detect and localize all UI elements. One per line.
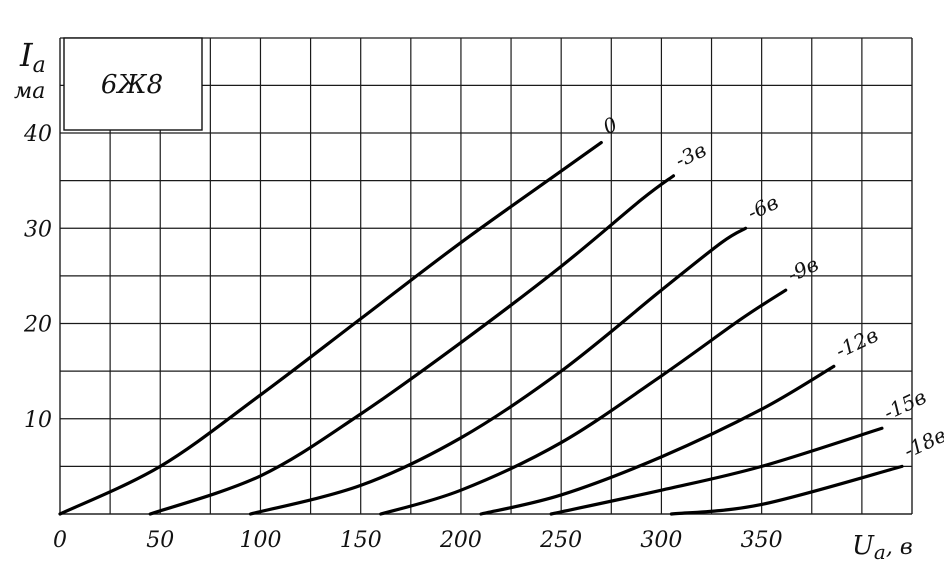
tick-labels: 0 50 100 150 200 250 300 350 10 20 30 40: [23, 122, 783, 553]
chart-title: 6Ж8: [101, 70, 163, 100]
y-axis-symbol: I: [19, 36, 34, 74]
x-axis-unit: , в: [886, 535, 913, 560]
curve-label-2: -3в: [671, 137, 709, 172]
y-axis-title: Ia ма: [14, 36, 46, 104]
y-tick-label: 20: [23, 313, 52, 338]
curves: [58, 140, 904, 516]
x-axis-title: Ua, в: [852, 531, 913, 564]
x-tick-label: 350: [741, 528, 783, 553]
x-axis-symbol: U: [852, 531, 875, 561]
curve-2: [148, 174, 676, 516]
curve-3: [248, 226, 748, 516]
y-tick-label: 10: [24, 408, 52, 433]
y-axis-subscript: a: [33, 53, 46, 78]
x-tick-label: 200: [439, 528, 482, 553]
curve-5: [479, 364, 836, 516]
svg-text:Ua, в: Ua, в: [852, 531, 913, 564]
curve-labels: 0-3в-6в-9в-12в-15в-18в: [599, 112, 944, 463]
x-axis-subscript: a: [874, 540, 886, 564]
curve-7: [669, 464, 904, 516]
curve-4: [379, 288, 788, 516]
curve-6: [549, 426, 884, 516]
curve-label-5: -12в: [832, 323, 882, 363]
x-tick-label: 100: [239, 528, 281, 553]
x-tick-label: 300: [640, 528, 682, 553]
x-tick-label: 150: [340, 528, 382, 553]
curve-label-7: -18в: [900, 423, 944, 463]
x-tick-label: 0: [53, 528, 67, 553]
curve-label-1: 0: [599, 112, 621, 139]
title-box: 6Ж8: [63, 37, 203, 131]
curve-label-3: -6в: [744, 190, 782, 225]
curve-1: [58, 140, 603, 516]
y-tick-label: 30: [24, 217, 52, 242]
x-tick-label: 250: [539, 528, 582, 553]
y-axis-unit: ма: [14, 79, 45, 104]
curve-label-4: -9в: [784, 252, 822, 287]
svg-text:Ia: Ia: [19, 36, 46, 78]
x-tick-label: 50: [146, 528, 174, 553]
y-tick-label: 40: [23, 122, 52, 147]
